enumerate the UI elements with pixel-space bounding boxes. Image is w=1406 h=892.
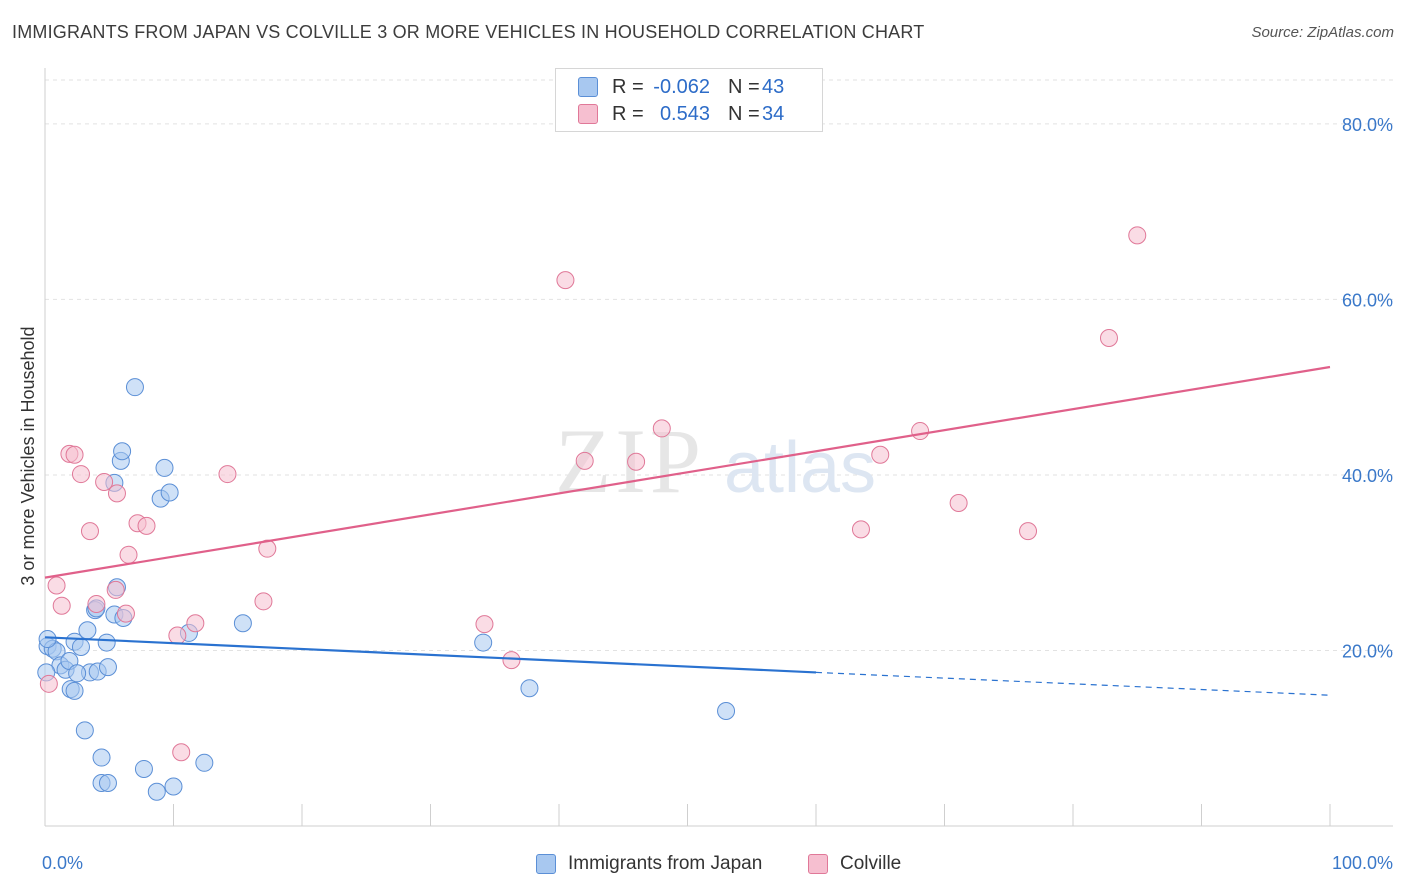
point-japan <box>75 721 94 740</box>
point-japan <box>147 782 166 801</box>
point-japan <box>71 637 90 656</box>
chart-title: IMMIGRANTS FROM JAPAN VS COLVILLE 3 OR M… <box>12 22 925 42</box>
point-japan <box>233 614 252 633</box>
y-tick-label: 40.0% <box>1342 466 1393 486</box>
y-tick-label: 20.0% <box>1342 641 1393 661</box>
point-colville <box>116 604 135 623</box>
axes <box>44 68 1393 827</box>
x-tick-label: 100.0% <box>1332 853 1393 873</box>
legend-n-value: 34 <box>762 102 785 125</box>
watermark-atlas: atlas <box>724 428 876 508</box>
point-japan <box>97 633 116 652</box>
point-colville <box>106 580 125 599</box>
point-colville <box>1128 226 1147 245</box>
legend-r-value: 0.543 <box>659 102 710 125</box>
point-japan <box>520 679 539 698</box>
point-colville <box>556 271 575 290</box>
y-axis-label: 3 or more Vehicles in Household <box>18 326 38 585</box>
source-label: Source: ZipAtlas.com <box>1251 24 1394 41</box>
point-colville <box>218 465 237 484</box>
trend-line-japan-extrapolated <box>815 671 1331 696</box>
point-japan <box>125 378 144 397</box>
point-japan <box>68 664 87 683</box>
point-colville <box>168 626 187 645</box>
series-legend-colville[interactable]: Colville <box>808 851 901 877</box>
point-japan <box>38 630 57 649</box>
point-colville <box>502 651 521 670</box>
point-colville <box>52 596 71 615</box>
legend-swatch-japan <box>578 77 598 97</box>
legend-row-colville: R = 0.543 N = 34 <box>578 101 784 127</box>
legend-r-label: R = <box>612 75 644 98</box>
point-colville <box>172 743 191 762</box>
point-colville <box>137 516 156 535</box>
point-colville <box>1019 522 1038 541</box>
legend-row-japan: R = -0.062 N = 43 <box>578 74 784 100</box>
legend-r-value: -0.062 <box>653 75 710 98</box>
point-colville <box>119 545 138 564</box>
series-swatch-colville <box>808 854 828 874</box>
point-japan <box>195 753 214 772</box>
trend-line-colville <box>44 365 1331 579</box>
legend-n-label: N = <box>728 102 760 125</box>
point-colville <box>186 614 205 633</box>
point-japan <box>155 458 174 477</box>
point-colville <box>107 484 126 503</box>
point-japan <box>474 633 493 652</box>
point-colville <box>652 419 671 438</box>
point-japan <box>164 777 183 796</box>
point-colville <box>80 522 99 541</box>
point-colville <box>575 451 594 470</box>
trend-line-japan <box>44 636 817 674</box>
x-tick-label: 0.0% <box>42 853 83 873</box>
point-colville <box>1099 329 1118 348</box>
point-colville <box>949 494 968 513</box>
trend-lines <box>44 365 1331 696</box>
point-colville <box>911 422 930 441</box>
tick-labels: 20.0% 40.0% 60.0% 80.0% 0.0% 100.0% <box>42 115 1393 873</box>
point-japan <box>134 759 153 778</box>
watermark: ZIP atlas <box>555 410 876 512</box>
legend-r-label: R = <box>612 102 644 125</box>
point-japan <box>717 702 736 721</box>
correlation-legend: R = -0.062 N = 43 R = 0.543 N = 34 <box>555 68 823 132</box>
point-japan <box>113 442 132 461</box>
series-label-colville: Colville <box>840 853 902 874</box>
series-swatch-japan <box>536 854 556 874</box>
point-colville <box>87 594 106 613</box>
series-legend-japan[interactable]: Immigrants from Japan <box>536 851 762 877</box>
point-japan <box>98 773 117 792</box>
data-points <box>37 226 1147 801</box>
y-tick-label: 60.0% <box>1342 290 1393 310</box>
point-colville <box>95 472 114 491</box>
point-colville <box>627 452 646 471</box>
point-japan <box>98 658 117 677</box>
grid <box>45 79 1393 651</box>
point-colville <box>475 615 494 634</box>
legend-n-label: N = <box>728 75 760 98</box>
y-tick-label: 80.0% <box>1342 115 1393 135</box>
point-japan <box>78 621 97 640</box>
point-colville <box>39 674 58 693</box>
point-japan <box>92 748 111 767</box>
legend-swatch-colville <box>578 104 598 124</box>
point-colville <box>851 520 870 539</box>
series-label-japan: Immigrants from Japan <box>568 853 763 874</box>
point-colville <box>254 592 273 611</box>
point-colville <box>871 445 890 464</box>
point-colville <box>47 576 66 595</box>
point-colville <box>71 465 90 484</box>
point-colville <box>65 445 84 464</box>
point-japan <box>65 681 84 700</box>
legend-n-value: 43 <box>762 75 785 98</box>
point-japan <box>160 483 179 502</box>
